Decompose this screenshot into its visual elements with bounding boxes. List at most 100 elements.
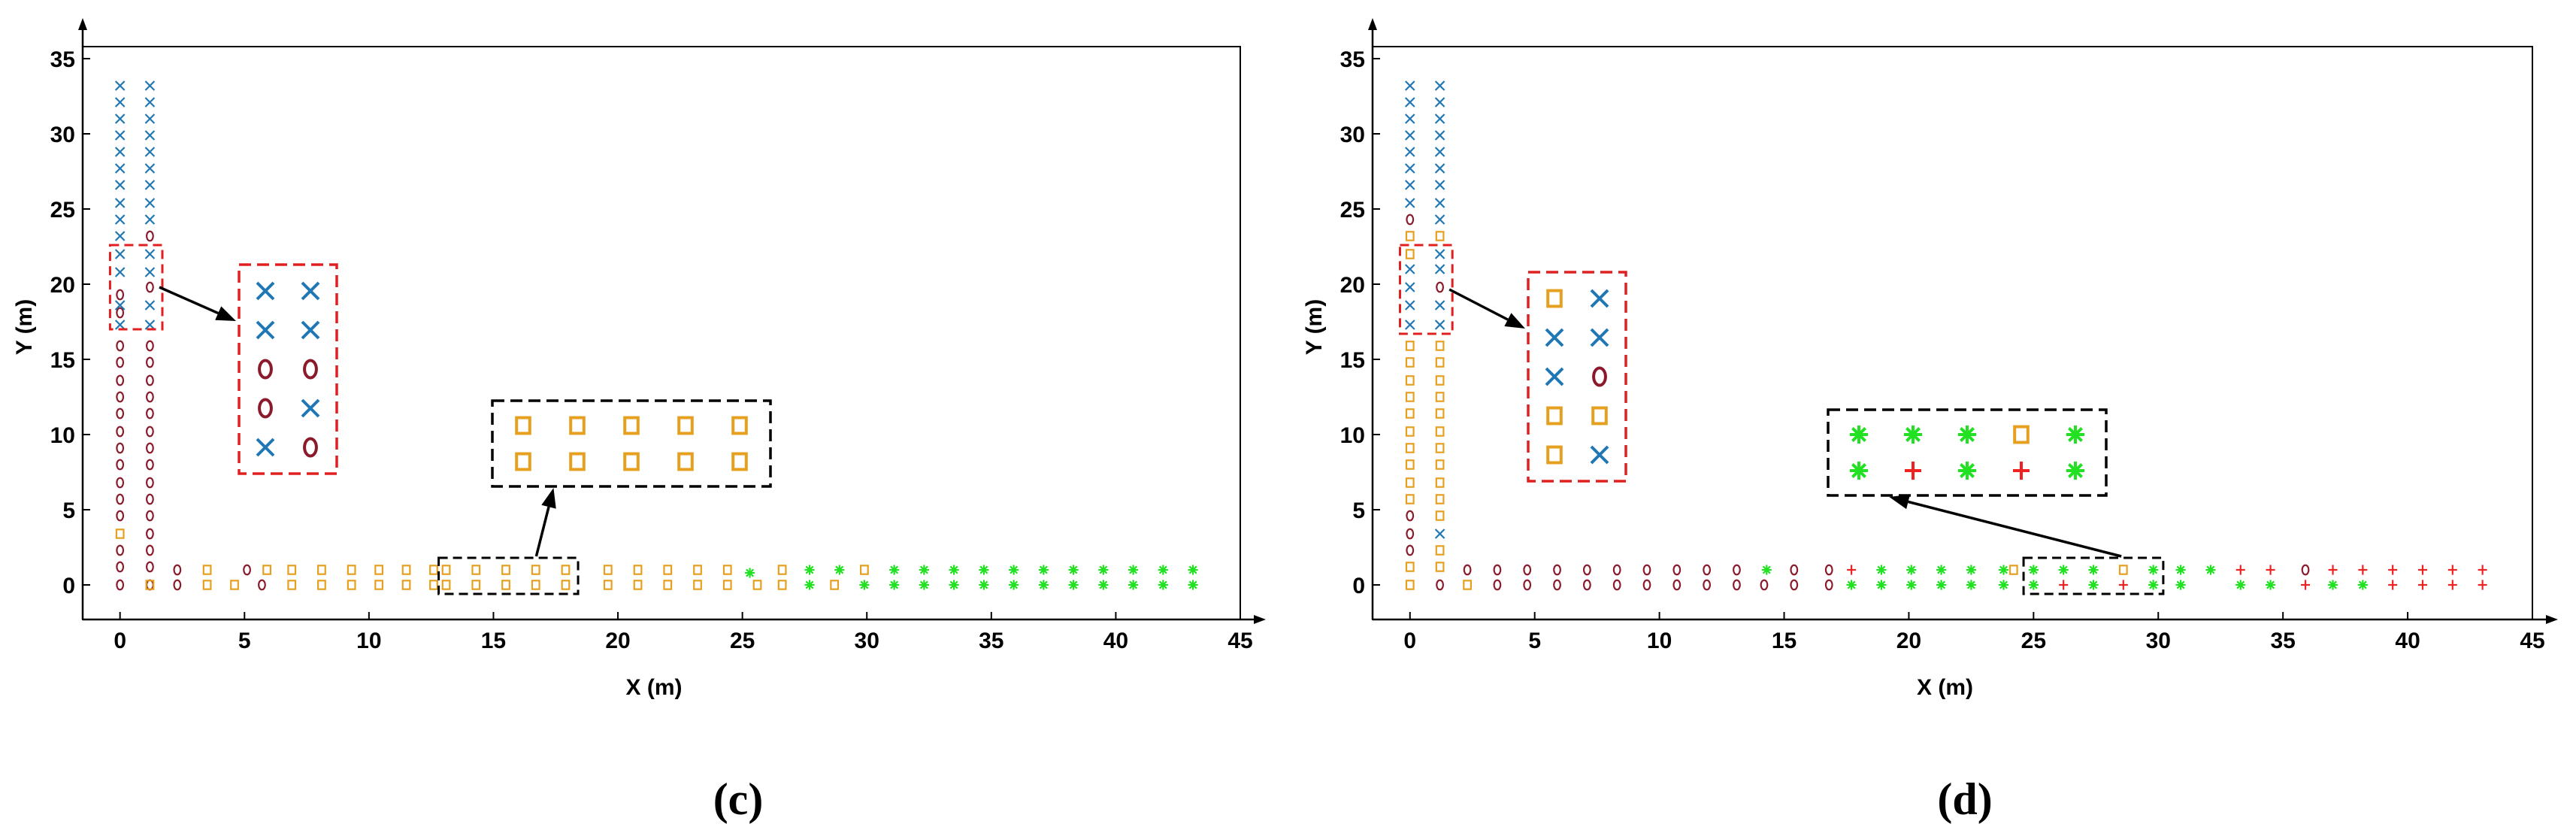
marker-o — [116, 426, 125, 438]
marker-o — [145, 374, 154, 386]
y-tick-label: 10 — [1340, 423, 1365, 448]
marker-square — [1435, 562, 1445, 572]
x-tick-label: 40 — [1103, 629, 1128, 653]
marker-o — [1733, 564, 1741, 576]
zoom-source-box — [2022, 556, 2165, 595]
marker-o — [1553, 579, 1561, 591]
x-tick-label: 25 — [730, 629, 755, 653]
inset-marker-square — [1546, 289, 1563, 308]
marker-star — [1098, 565, 1109, 575]
marker-square — [752, 580, 762, 590]
marker-square — [561, 580, 571, 590]
panel-label-open: ( — [713, 774, 728, 824]
marker-star — [2235, 580, 2246, 590]
marker-square — [1435, 392, 1445, 402]
inset-marker-x — [1545, 328, 1564, 347]
marker-o — [145, 459, 154, 471]
marker-star — [1158, 565, 1168, 575]
marker-x — [1434, 300, 1445, 310]
marker-square — [145, 580, 155, 590]
marker-star — [1998, 565, 2009, 575]
panel-label: (c) — [713, 774, 764, 824]
marker-x — [1404, 147, 1415, 157]
marker-o — [1523, 579, 1532, 591]
inset-marker-square — [677, 416, 694, 435]
marker-star — [2327, 580, 2338, 590]
marker-square — [262, 565, 271, 575]
marker-x — [144, 180, 156, 190]
marker-o — [1824, 564, 1833, 576]
x-tick-label: 15 — [481, 629, 506, 653]
inset-marker-square — [1546, 406, 1563, 426]
marker-square — [603, 565, 613, 575]
inset-marker-square — [1546, 445, 1563, 465]
marker-o — [1406, 528, 1415, 540]
marker-o — [116, 561, 125, 573]
marker-x — [144, 114, 156, 124]
zoom-inset-markers — [1545, 289, 1609, 465]
marker-x — [144, 198, 156, 208]
marker-square — [202, 565, 212, 575]
inset-marker-square — [515, 452, 531, 471]
inset-marker-square — [677, 452, 694, 471]
marker-o — [145, 340, 154, 352]
marker-o — [116, 544, 125, 556]
marker-square — [230, 580, 239, 590]
inset-marker-x — [256, 438, 275, 457]
x-tick-label: 45 — [1227, 629, 1252, 653]
inset-marker-star — [1957, 425, 1977, 444]
marker-square — [1435, 459, 1445, 470]
marker-star — [949, 565, 959, 575]
marker-o — [1406, 544, 1415, 556]
marker-x — [114, 320, 126, 330]
zoom-arrow-head-icon — [215, 306, 236, 322]
marker-star — [1876, 565, 1887, 575]
marker-x — [144, 300, 156, 310]
marker-star — [859, 580, 870, 590]
marker-square — [1405, 580, 1415, 590]
inset-marker-o — [258, 398, 273, 419]
marker-plus — [2358, 565, 2368, 575]
zoom-inset-markers — [1849, 425, 2085, 480]
inset-marker-x — [1590, 328, 1609, 347]
inset-marker-square — [731, 452, 748, 471]
marker-star — [1158, 580, 1168, 590]
marker-x — [144, 320, 156, 330]
marker-plus — [2478, 565, 2487, 575]
marker-square — [317, 565, 326, 575]
marker-star — [1068, 565, 1079, 575]
marker-square — [722, 565, 732, 575]
marker-x — [144, 163, 156, 174]
inset-marker-x — [256, 281, 275, 301]
inset-marker-square — [731, 416, 748, 435]
x-tick-label: 0 — [114, 629, 126, 653]
zoom-inset-markers — [515, 416, 748, 471]
marker-o — [1733, 579, 1741, 591]
marker-x — [114, 214, 126, 225]
y-tick-label: 35 — [50, 47, 75, 72]
marker-x — [1434, 264, 1445, 274]
marker-square — [663, 565, 673, 575]
marker-o — [1436, 281, 1445, 293]
y-axis-title: Y (m) — [12, 299, 37, 355]
marker-x — [1434, 163, 1445, 174]
zoom-source-box — [437, 556, 580, 595]
marker-square — [531, 565, 540, 575]
marker-square — [1435, 545, 1445, 556]
marker-x — [1404, 198, 1415, 208]
marker-square — [1405, 231, 1415, 241]
marker-o — [1582, 579, 1591, 591]
marker-o — [116, 340, 125, 352]
marker-o — [145, 493, 154, 505]
marker-square — [429, 565, 438, 575]
y-axis-arrow-icon — [1368, 18, 1377, 30]
panel-c: 0 5 10 15 20 25 30 35 40 45 0 5 10 15 20 25 30 35 X (m) Y (… — [12, 18, 1266, 824]
marker-o — [116, 356, 125, 368]
marker-o — [1824, 579, 1833, 591]
marker-star — [1188, 565, 1198, 575]
panel-label: (d) — [1937, 774, 1992, 824]
marker-plus — [2266, 565, 2275, 575]
marker-o — [116, 289, 125, 301]
inset-marker-o — [1592, 366, 1607, 387]
